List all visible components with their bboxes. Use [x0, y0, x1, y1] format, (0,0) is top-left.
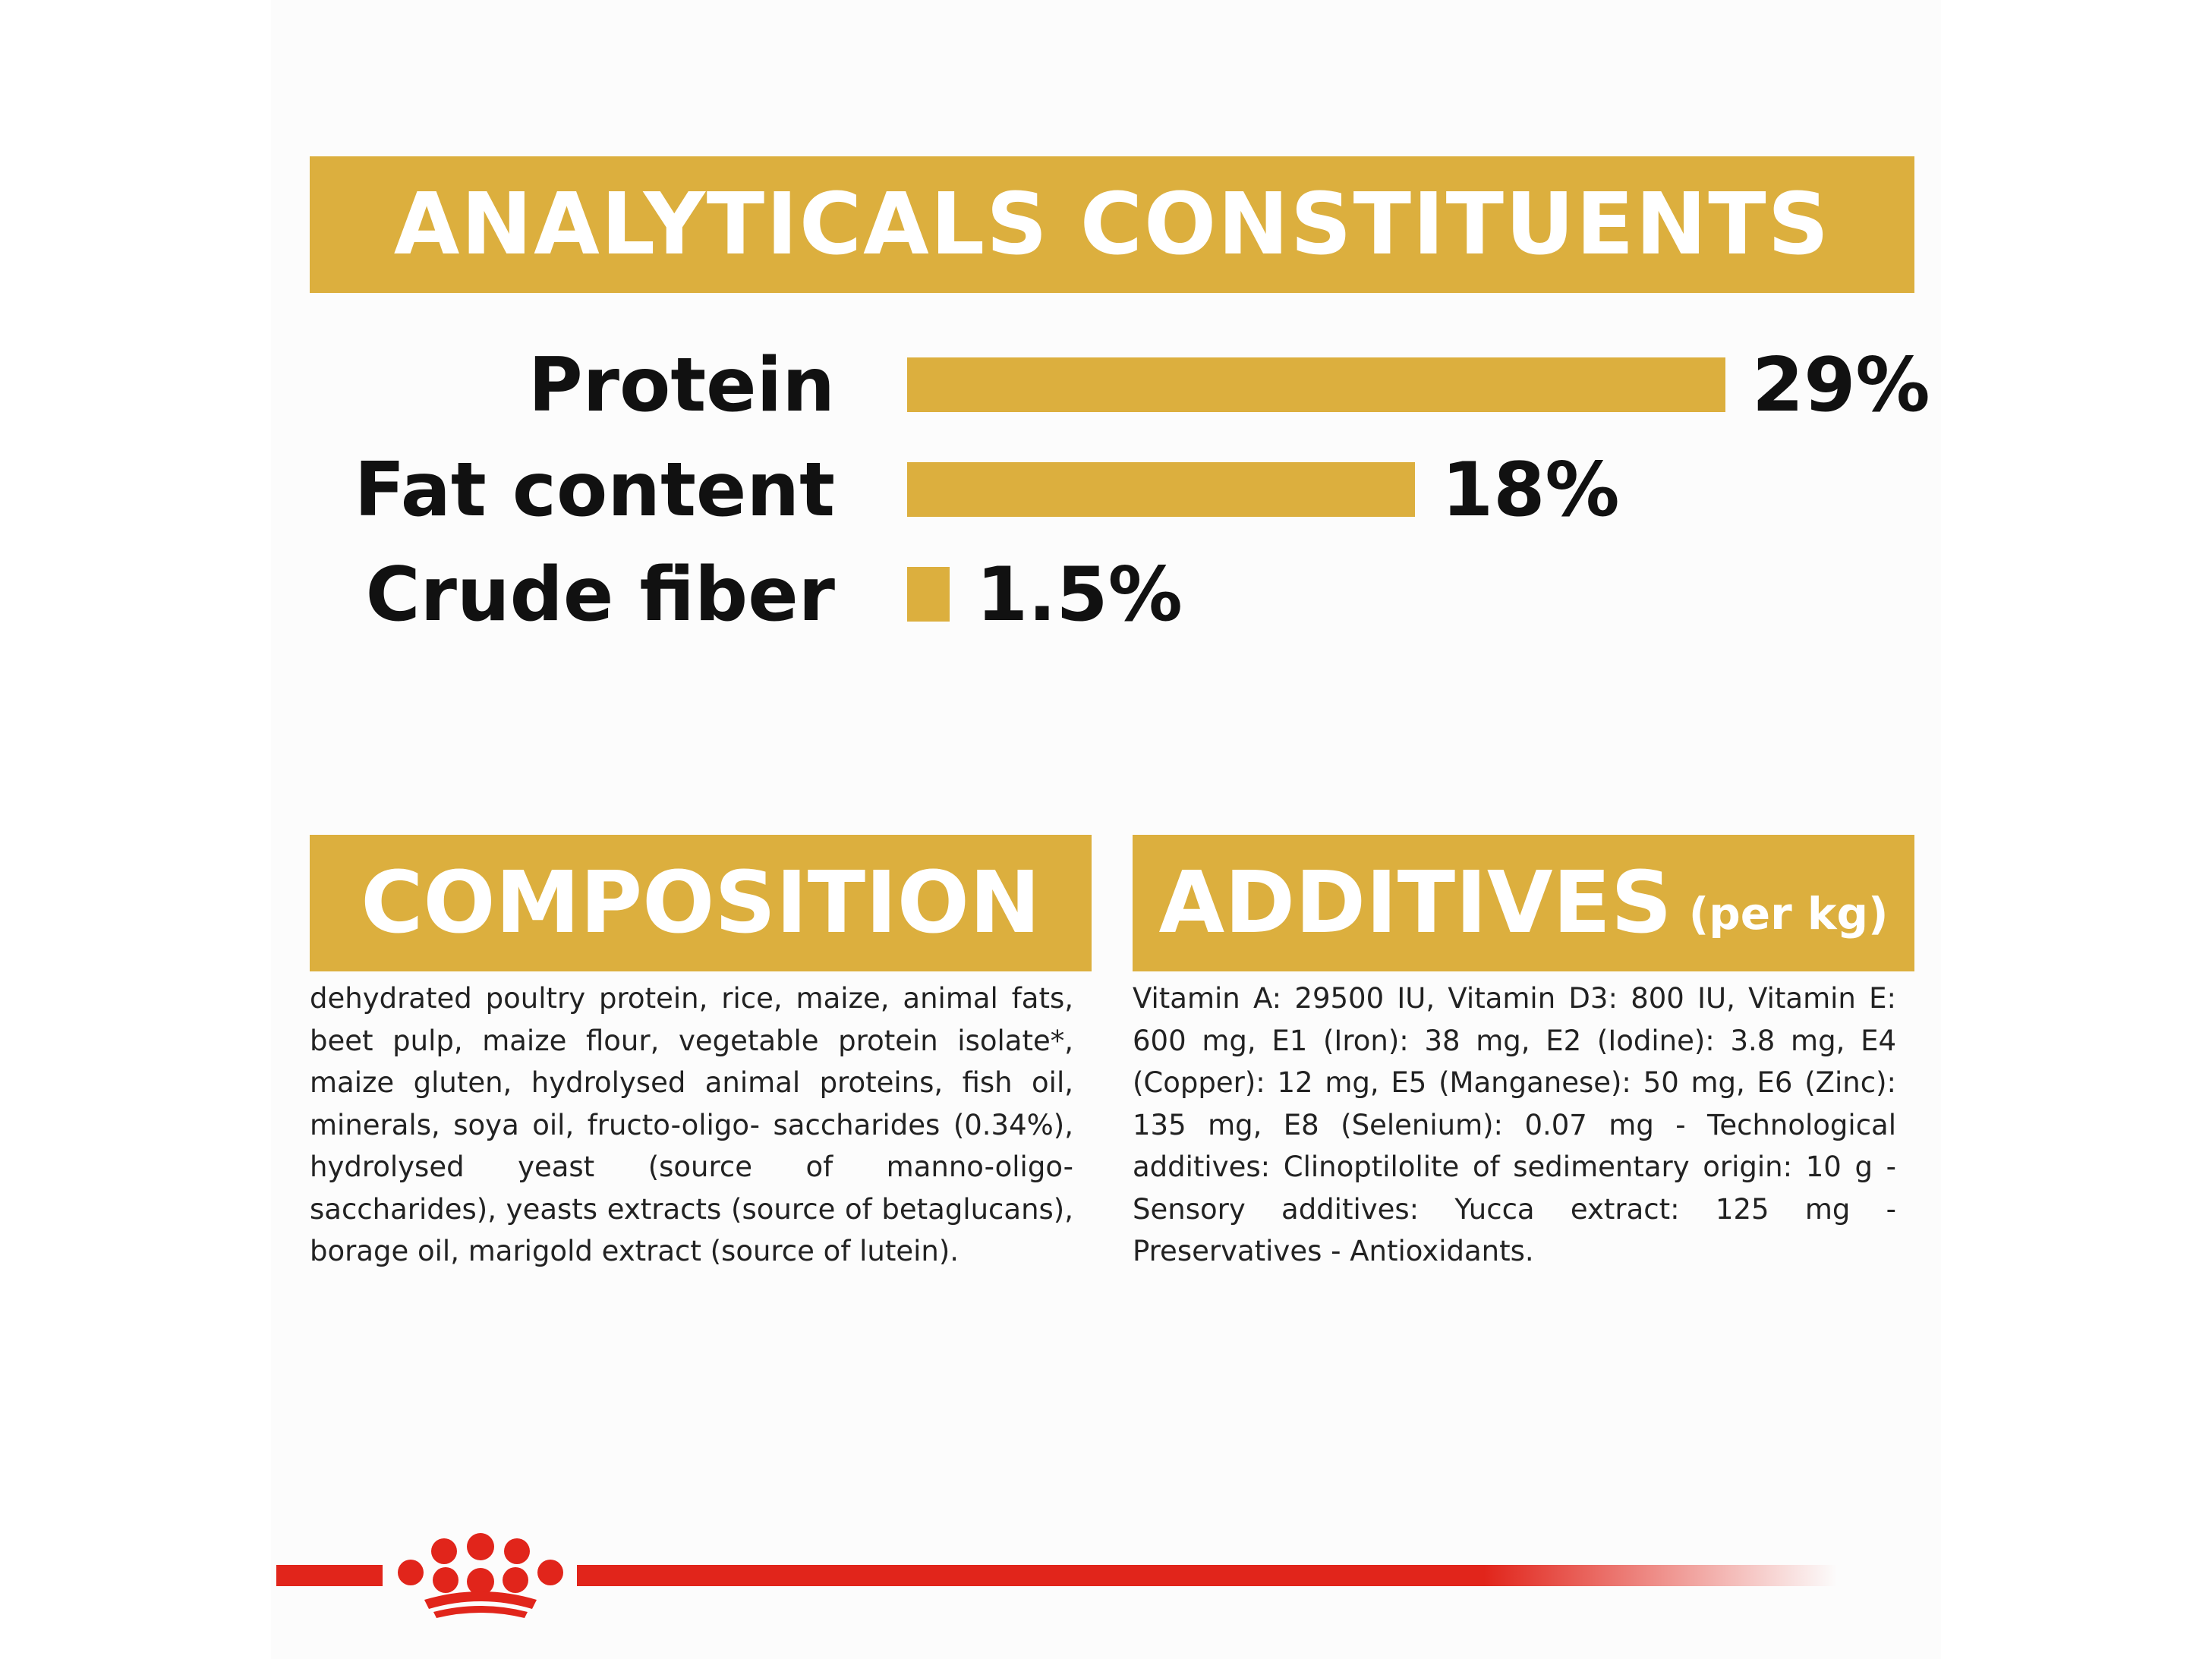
bar-fat-content: [907, 462, 1415, 517]
bar-protein: [907, 357, 1725, 412]
additives-heading-text: ADDITIVES: [1158, 854, 1672, 952]
brand-rule-left: [276, 1565, 383, 1586]
bar-crude-fiber: [907, 567, 950, 622]
bar-value-crude-fiber: 1.5%: [976, 552, 1183, 638]
bar-value-protein: 29%: [1752, 342, 1930, 429]
additives-heading: ADDITIVES (per kg): [1133, 835, 1914, 971]
composition-heading: COMPOSITION: [310, 835, 1092, 971]
bar-label-fat-content: Fat content: [354, 447, 835, 534]
analytics-heading-text: ANALYTICALS CONSTITUENTS: [393, 175, 1831, 274]
bar-label-crude-fiber: Crude fiber: [365, 552, 835, 638]
bar-value-fat-content: 18%: [1442, 447, 1620, 534]
brand-rule-right: [577, 1565, 1837, 1586]
crown-icon: [398, 1533, 563, 1618]
additives-unit-suffix: (per kg): [1688, 888, 1889, 940]
additives-text: Vitamin A: 29500 IU, Vitamin D3: 800 IU,…: [1133, 982, 1896, 1267]
composition-text: dehydrated poultry protein, rice, maize,…: [310, 982, 1073, 1267]
analytics-heading: ANALYTICALS CONSTITUENTS: [310, 156, 1914, 293]
composition-heading-text: COMPOSITION: [361, 854, 1041, 952]
bar-label-protein: Protein: [528, 342, 835, 429]
